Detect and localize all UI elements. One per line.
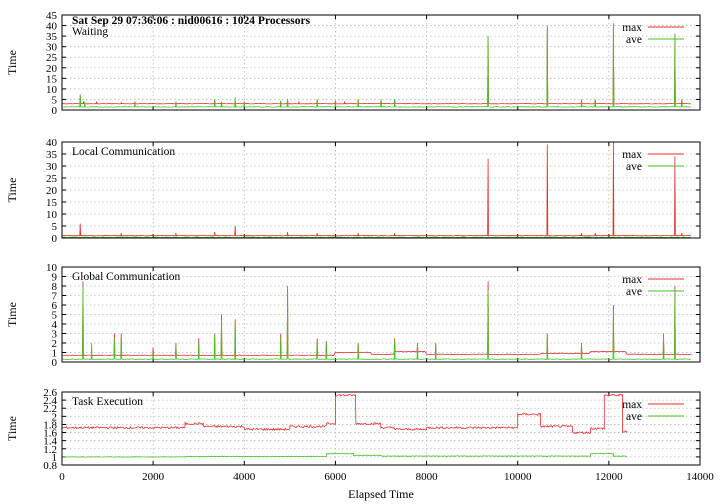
y-tick-label: 9	[52, 272, 58, 284]
y-tick-label: 4	[52, 319, 58, 331]
y-tick-label: 45	[46, 10, 58, 22]
y-tick-label: 1	[52, 348, 58, 360]
x-tick-label: 12000	[595, 471, 623, 483]
y-tick-label: 2	[52, 338, 58, 350]
series-line-max	[61, 281, 691, 357]
y-tick-label: 6	[52, 300, 58, 312]
legend-label-max: max	[622, 274, 642, 286]
plot-frame	[61, 391, 701, 466]
series-line-max	[61, 141, 691, 237]
legend-label-ave: ave	[626, 286, 642, 298]
series-line-ave	[61, 23, 691, 108]
y-tick-label: 15	[46, 73, 58, 85]
y-tick-label: 2	[52, 411, 58, 423]
y-tick-label: 25	[46, 52, 58, 64]
panel-3: 0.811.21.41.61.822.22.42.6 Time Task Execu…	[5, 387, 701, 472]
y-tick-label: 40	[46, 137, 58, 149]
y-tick-label: 1.6	[43, 428, 57, 440]
y-tick-label: 40	[46, 21, 58, 33]
series-line-ave	[61, 236, 691, 239]
y-tick-label: 10	[46, 84, 58, 96]
y-tick-label: 7	[52, 291, 58, 303]
y-tick-label: 10	[46, 209, 58, 221]
y-tick-label: 30	[46, 161, 58, 173]
plot-frame	[61, 14, 701, 111]
chart-header: Sat Sep 29 07:36:06 : nid00616 : 1024 Pr…	[72, 15, 311, 27]
panel-title: Global Communication	[72, 271, 181, 283]
series-line-max	[61, 23, 691, 105]
series-line-max	[61, 393, 628, 435]
y-tick-label: 30	[46, 42, 58, 54]
y-axis-label: Time	[5, 302, 19, 327]
y-tick-label: 25	[46, 173, 58, 185]
x-tick-label: 14000	[686, 471, 714, 483]
series-line-ave	[62, 452, 628, 458]
legend-label-ave: ave	[626, 34, 642, 46]
y-tick-label: 8	[52, 281, 58, 293]
panel-title: Task Execution	[72, 396, 143, 408]
legend-label-max: max	[622, 149, 642, 161]
legend-label-max: max	[622, 22, 642, 34]
y-tick-label: 2.6	[43, 387, 57, 399]
legend-label-max: max	[622, 399, 642, 411]
y-tick-label: 20	[46, 63, 58, 75]
y-tick-label: 1	[52, 452, 58, 464]
y-axis-label: Time	[5, 50, 19, 75]
y-tick-label: 35	[46, 149, 58, 161]
y-tick-label: 5	[52, 221, 58, 233]
x-tick-label: 8000	[416, 471, 439, 483]
y-tick-label: 2.4	[43, 395, 57, 407]
y-tick-label: 0.8	[43, 460, 57, 472]
x-tick-label: 0	[59, 471, 65, 483]
x-tick-label: 10000	[504, 471, 532, 483]
plot-frame	[61, 266, 701, 363]
y-tick-label: 1.8	[43, 419, 57, 431]
y-axis-label: Time	[5, 178, 19, 203]
y-tick-label: 2.2	[43, 403, 57, 415]
y-tick-label: 0	[52, 233, 58, 245]
legend-label-ave: ave	[626, 161, 642, 173]
y-tick-label: 1.4	[43, 436, 57, 448]
y-tick-label: 0	[52, 357, 58, 369]
plot-frame	[61, 141, 701, 239]
y-tick-label: 20	[46, 185, 58, 197]
series-line-ave	[61, 285, 691, 360]
y-tick-label: 35	[46, 31, 58, 43]
panel-title: Local Communication	[72, 146, 175, 158]
x-axis-label: Elapsed Time	[348, 487, 414, 501]
y-tick-label: 5	[52, 310, 58, 322]
y-tick-label: 10	[46, 262, 58, 274]
y-tick-label: 1.2	[43, 444, 57, 456]
y-tick-label: 0	[52, 105, 58, 117]
x-tick-label: 6000	[324, 471, 347, 483]
panel-title: Waiting	[72, 26, 108, 38]
legend-label-ave: ave	[626, 411, 642, 423]
y-tick-label: 5	[52, 94, 58, 106]
x-tick-label: 2000	[142, 471, 165, 483]
y-axis-label: Time	[5, 416, 19, 441]
x-tick-label: 4000	[233, 471, 256, 483]
y-tick-label: 3	[52, 329, 58, 341]
y-tick-label: 15	[46, 197, 58, 209]
